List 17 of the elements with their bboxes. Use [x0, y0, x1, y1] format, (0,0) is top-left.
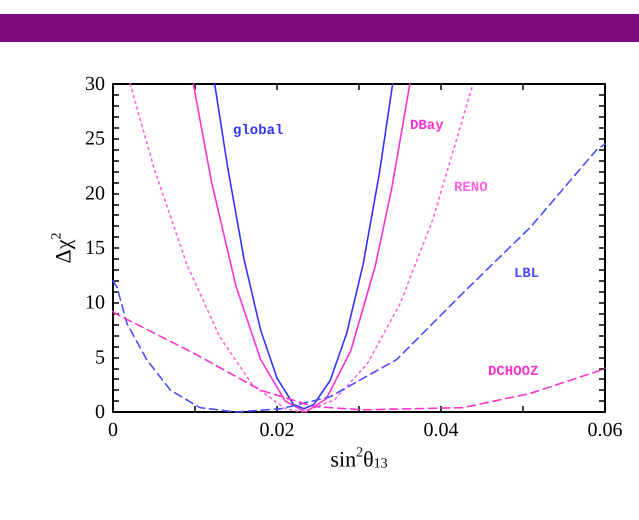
- x-tick-label: 0.06: [588, 419, 622, 441]
- y-tick-label: 20: [85, 182, 105, 204]
- y-axis-title: Δχ2: [50, 232, 76, 264]
- y-tick-label: 25: [85, 128, 105, 150]
- y-tick-label: 15: [85, 237, 105, 259]
- line-series: [214, 83, 394, 410]
- series-label: DBay: [410, 118, 444, 134]
- series-label: global: [233, 123, 284, 139]
- y-tick-label: 10: [85, 292, 105, 314]
- x-tick-label: 0.04: [424, 419, 458, 441]
- y-tick-label: 0: [95, 401, 105, 423]
- series-label: DCHOOZ: [488, 364, 538, 380]
- y-tick-label: 5: [95, 346, 105, 368]
- series-label: RENO: [454, 180, 488, 196]
- series-label: LBL: [514, 266, 540, 282]
- y-tick-label: 30: [85, 73, 105, 95]
- x-tick-label: 0.02: [260, 419, 294, 441]
